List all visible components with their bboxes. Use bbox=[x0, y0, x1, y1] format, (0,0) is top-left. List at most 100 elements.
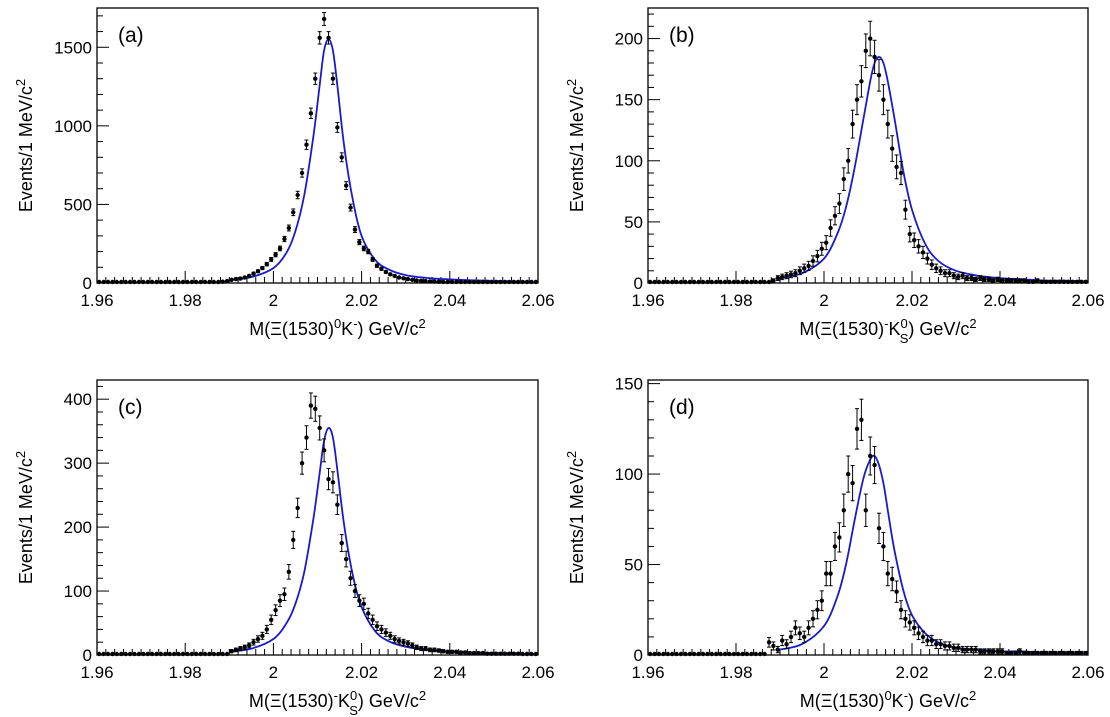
panel-tag: (c) bbox=[118, 396, 143, 419]
x-tick-label: 2.04 bbox=[433, 291, 466, 310]
data-point bbox=[295, 192, 300, 198]
data-point bbox=[141, 279, 146, 285]
x-tick-label: 2.04 bbox=[433, 663, 466, 682]
x-axis-title: M(Ξ(1530)-K0 S) GeV/c2 bbox=[799, 316, 976, 346]
data-point bbox=[264, 627, 269, 632]
data-point bbox=[960, 273, 965, 278]
data-point bbox=[211, 279, 217, 285]
data-point bbox=[163, 651, 168, 657]
data-point bbox=[1044, 279, 1049, 284]
data-point bbox=[529, 651, 534, 657]
data-point bbox=[321, 448, 327, 453]
x-tick-label: 2.04 bbox=[983, 663, 1016, 682]
data-point bbox=[731, 651, 736, 657]
data-point bbox=[1083, 650, 1089, 656]
data-point bbox=[260, 265, 265, 271]
data-point bbox=[449, 649, 455, 655]
data-point bbox=[335, 125, 340, 130]
data-point bbox=[361, 601, 367, 607]
data-point bbox=[132, 651, 137, 657]
data-point bbox=[916, 631, 921, 636]
data-point bbox=[467, 650, 472, 656]
data-point bbox=[775, 647, 780, 652]
y-tick-label: 200 bbox=[615, 30, 643, 49]
y-tick-label: 0 bbox=[83, 646, 92, 665]
data-point bbox=[207, 279, 212, 285]
data-point bbox=[872, 54, 877, 60]
data-point bbox=[361, 246, 367, 251]
data-point bbox=[136, 651, 142, 657]
data-point bbox=[872, 462, 877, 468]
data-point bbox=[731, 279, 736, 285]
data-point bbox=[1052, 650, 1058, 656]
data-point bbox=[233, 276, 239, 282]
data-point bbox=[246, 273, 252, 279]
data-point bbox=[220, 651, 225, 657]
data-point bbox=[286, 569, 292, 575]
data-point bbox=[727, 651, 732, 657]
data-point bbox=[308, 111, 314, 116]
data-point bbox=[348, 576, 353, 581]
data-point bbox=[317, 35, 322, 41]
data-point bbox=[1048, 279, 1053, 284]
data-point bbox=[401, 640, 406, 645]
data-point bbox=[1079, 279, 1084, 284]
data-point bbox=[277, 598, 283, 603]
data-point bbox=[370, 257, 375, 262]
data-point bbox=[824, 571, 829, 576]
x-axis-title: M(Ξ(1530)-K0 S) GeV/c2 bbox=[249, 688, 426, 717]
data-point bbox=[246, 643, 252, 648]
data-point bbox=[749, 279, 754, 285]
data-point bbox=[515, 651, 521, 656]
y-tick-label: 150 bbox=[615, 375, 643, 394]
data-point bbox=[810, 616, 816, 622]
data-point bbox=[705, 651, 710, 657]
data-point bbox=[890, 576, 895, 582]
data-point bbox=[758, 651, 763, 657]
data-point bbox=[1066, 279, 1071, 284]
y-axis-title: Events/1 MeV/c2 bbox=[564, 451, 588, 584]
data-point bbox=[841, 508, 846, 513]
data-point bbox=[97, 279, 102, 285]
data-point bbox=[982, 277, 987, 282]
data-point bbox=[942, 643, 948, 649]
x-tick-label: 2.06 bbox=[1071, 291, 1104, 310]
data-point bbox=[806, 263, 811, 269]
data-point bbox=[907, 231, 912, 237]
data-point bbox=[291, 210, 296, 215]
data-point bbox=[722, 279, 728, 285]
data-point bbox=[388, 272, 393, 277]
data-point bbox=[951, 273, 956, 278]
x-tick-label: 1.98 bbox=[719, 291, 752, 310]
data-point bbox=[185, 279, 190, 285]
data-point bbox=[326, 476, 331, 482]
data-point bbox=[670, 279, 675, 285]
data-point bbox=[788, 634, 794, 640]
data-point bbox=[1000, 278, 1005, 283]
data-point bbox=[480, 650, 486, 656]
data-point bbox=[105, 651, 111, 657]
x-tick-label: 2.02 bbox=[895, 663, 928, 682]
data-point bbox=[766, 640, 772, 645]
data-point bbox=[463, 650, 468, 655]
data-point bbox=[476, 650, 481, 656]
data-point bbox=[176, 279, 181, 285]
data-point bbox=[991, 649, 996, 654]
data-point bbox=[202, 279, 208, 285]
data-point bbox=[119, 651, 124, 657]
data-point bbox=[374, 624, 380, 629]
data-point bbox=[868, 36, 873, 41]
data-point bbox=[423, 278, 428, 284]
data-point bbox=[832, 213, 838, 218]
plot-frame bbox=[96, 7, 539, 284]
fit-curve bbox=[779, 55, 1084, 283]
data-point bbox=[753, 651, 758, 657]
data-point bbox=[207, 651, 212, 657]
data-point bbox=[524, 651, 530, 657]
data-point bbox=[912, 625, 917, 631]
data-point bbox=[357, 239, 362, 245]
data-point bbox=[859, 79, 864, 84]
data-point bbox=[220, 279, 225, 284]
data-point bbox=[692, 651, 697, 657]
data-point bbox=[1026, 279, 1031, 284]
